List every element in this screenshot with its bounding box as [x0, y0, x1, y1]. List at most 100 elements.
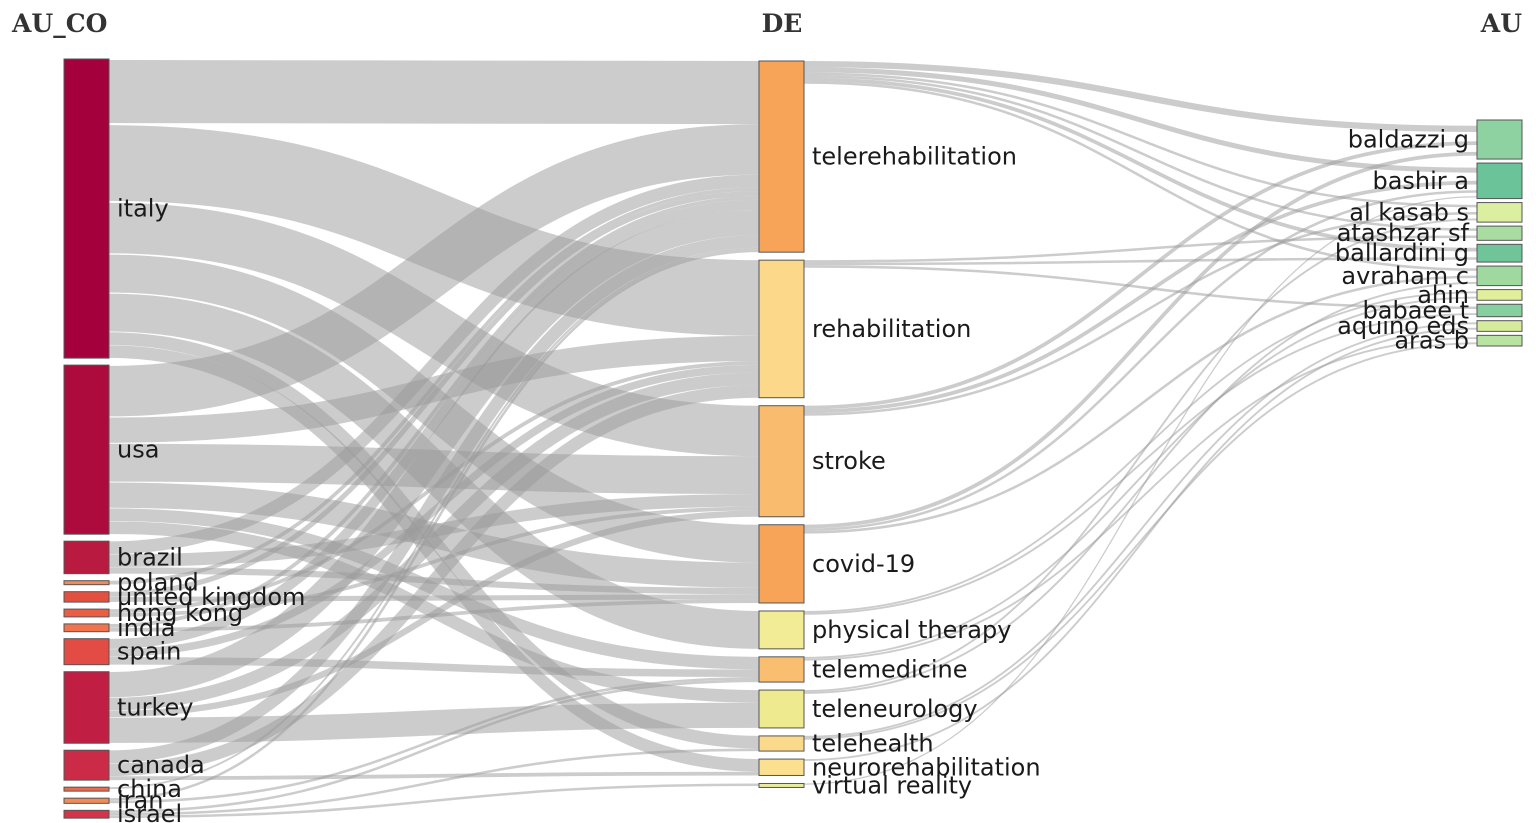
link-iran-telemed — [108, 677, 760, 804]
node-label-spain: spain — [117, 638, 181, 666]
node-label-italy: italy — [117, 195, 169, 223]
node-label-stroke: stroke — [812, 447, 886, 475]
link-turkey-stroke — [108, 510, 760, 718]
node-usa[interactable] — [63, 364, 110, 535]
link-usa-telerehab — [108, 124, 760, 417]
node-spain[interactable] — [63, 638, 110, 666]
column-headers: AU_CO DE AU — [11, 9, 1522, 38]
node-label-ballardini: ballardini g — [1335, 239, 1469, 267]
link-physther-ahin — [803, 291, 1478, 613]
link-turkey-rehab — [108, 372, 760, 711]
node-label-telerehab: telerehabilitation — [812, 143, 1017, 171]
node-telemed[interactable] — [758, 656, 805, 683]
link-usa-rehab — [108, 335, 760, 443]
column-header-de: DE — [762, 9, 803, 38]
node-label-aquino: aquino eds — [1337, 312, 1469, 340]
node-hongkong[interactable] — [63, 608, 110, 618]
node-label-bashir: bashir a — [1372, 167, 1469, 195]
link-uk-telerehab — [108, 190, 760, 597]
node-rehab[interactable] — [758, 259, 805, 399]
link-telerehab-baldazzi — [803, 61, 1478, 133]
node-label-india: india — [117, 614, 176, 642]
link-stroke-alkasab — [803, 211, 1478, 416]
node-ballardini[interactable] — [1476, 243, 1523, 263]
node-poland[interactable] — [63, 580, 110, 586]
link-iran-telerehab — [108, 249, 760, 801]
link-covid-avraham — [803, 275, 1478, 534]
node-label-neurorehab: neurorehabilitation — [812, 753, 1041, 781]
link-hongkong-stroke — [108, 506, 760, 617]
link-stroke-bashir — [803, 180, 1478, 414]
node-label-ahin: ahin — [1417, 281, 1469, 309]
link-rehab-ballardini — [803, 257, 1478, 266]
node-label-aras: aras b — [1394, 327, 1469, 355]
node-label-baldazzi: baldazzi g — [1348, 126, 1469, 154]
node-vr[interactable] — [758, 782, 805, 788]
node-telerehab[interactable] — [758, 60, 805, 253]
node-label-vr: virtual reality — [812, 771, 972, 799]
link-turkey-teleneuro — [108, 702, 760, 743]
node-label-alkasab: al kasab s — [1349, 198, 1469, 226]
node-atashzar[interactable] — [1476, 225, 1523, 241]
node-china[interactable] — [63, 786, 110, 792]
node-india[interactable] — [63, 623, 110, 633]
node-covid[interactable] — [758, 524, 805, 604]
link-rehab-atashzar — [803, 235, 1478, 263]
link-telerehab-atashzar — [803, 74, 1478, 231]
node-brazil[interactable] — [63, 540, 110, 575]
node-physther[interactable] — [758, 610, 805, 650]
node-uk[interactable] — [63, 591, 110, 603]
node-babaee[interactable] — [1476, 303, 1523, 318]
node-aquino[interactable] — [1476, 320, 1523, 332]
link-canada-telerehab — [108, 235, 760, 764]
link-telerehab-ballardini — [803, 77, 1478, 252]
link-italy-rehab — [108, 125, 760, 336]
node-label-hongkong: hong kong — [117, 599, 243, 627]
node-teleneuro[interactable] — [758, 689, 805, 729]
column-header-au-co: AU_CO — [11, 9, 107, 38]
node-canada[interactable] — [63, 749, 110, 781]
node-label-poland: poland — [117, 569, 199, 597]
node-label-brazil: brazil — [117, 543, 183, 571]
node-label-covid: covid-19 — [812, 550, 915, 578]
link-telemed-ahin — [803, 296, 1478, 659]
node-neurorehab[interactable] — [758, 758, 805, 776]
link-telemed-aras — [803, 337, 1478, 661]
node-italy[interactable] — [63, 58, 110, 359]
node-label-telehealth: telehealth — [812, 730, 934, 758]
node-label-avraham: avraham c — [1341, 262, 1469, 290]
link-brazil-stroke — [108, 494, 760, 567]
link-vr-bashir — [803, 196, 1478, 785]
node-telehealth[interactable] — [758, 735, 805, 752]
node-stroke[interactable] — [758, 405, 805, 518]
link-india-telerehab — [108, 196, 760, 628]
node-label-babaee: babaee t — [1363, 296, 1469, 324]
node-label-china: china — [117, 775, 182, 803]
link-telerehab-bashir — [803, 67, 1478, 173]
node-israel[interactable] — [63, 809, 110, 819]
link-canada-neurorehab — [108, 771, 760, 781]
link-spain-telerehab — [108, 199, 760, 649]
node-label-teleneuro: teleneurology — [812, 695, 978, 723]
node-label-physther: physical therapy — [812, 616, 1011, 644]
node-label-rehab: rehabilitation — [812, 315, 971, 343]
link-physther-babaee — [803, 313, 1478, 615]
link-teleneuro-avraham — [803, 281, 1478, 694]
node-avraham[interactable] — [1476, 265, 1523, 287]
node-turkey[interactable] — [63, 671, 110, 744]
node-alkasab[interactable] — [1476, 202, 1523, 223]
link-israel-vr — [108, 783, 760, 819]
link-stroke-baldazzi — [803, 141, 1478, 410]
node-baldazzi[interactable] — [1476, 119, 1523, 160]
link-israel-telehealth — [108, 748, 760, 816]
node-label-canada: canada — [117, 751, 205, 779]
node-aras[interactable] — [1476, 334, 1523, 347]
node-bashir[interactable] — [1476, 162, 1523, 200]
link-brazil-telerehab — [108, 174, 760, 554]
node-iran[interactable] — [63, 797, 110, 804]
node-label-turkey: turkey — [117, 693, 194, 721]
node-ahin[interactable] — [1476, 289, 1523, 301]
link-poland-telerehab — [108, 187, 760, 585]
